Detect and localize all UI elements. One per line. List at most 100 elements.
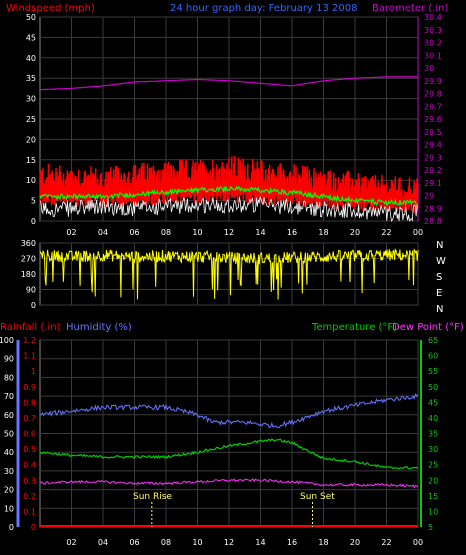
- direction-tick-label: 360: [21, 239, 36, 248]
- baro-tick-label: 29.1: [424, 179, 442, 188]
- temperature-tick-label: 55: [428, 367, 438, 376]
- temperature-tick-label: 25: [428, 461, 438, 470]
- humidity-tick-label: 0: [9, 523, 14, 532]
- wind-gust-series: [39, 156, 419, 213]
- rain-tick-label: 1: [31, 367, 36, 376]
- baro-axis-title: Barometer (.in): [372, 3, 448, 14]
- panel3-time-tick-label: 12: [224, 538, 234, 547]
- time-tick-label: 02: [66, 228, 76, 237]
- time-tick-label: 14: [255, 228, 265, 237]
- panel3-time-tick-label: 16: [287, 538, 297, 547]
- dewpoint-series: [40, 478, 419, 489]
- sunrise-label: Sun Rise: [133, 492, 172, 502]
- panel3-time-tick-label: 04: [98, 538, 108, 547]
- humidity-tick-label: 90: [4, 355, 14, 364]
- wind-tick-label: 0: [31, 217, 36, 226]
- baro-tick-label: 30.4: [424, 13, 442, 22]
- temperature-tick-label: 20: [428, 476, 438, 485]
- rain-tick-label: 0: [31, 523, 36, 532]
- baro-tick-label: 29.9: [424, 77, 442, 86]
- compass-n-top: N: [436, 240, 443, 251]
- time-tick-label: 12: [224, 228, 234, 237]
- wind-tick-label: 10: [26, 176, 36, 185]
- wind-tick-label: 5: [31, 197, 36, 206]
- humidity-axis-title: Humidity (%): [66, 322, 132, 333]
- baro-tick-label: 30.2: [424, 39, 442, 48]
- temperature-tick-label: 45: [428, 398, 438, 407]
- wind-tick-label: 35: [26, 74, 36, 83]
- wind-average-series: [39, 185, 419, 207]
- panel3-time-tick-label: 08: [161, 538, 171, 547]
- graph-title: 24 hour graph day: February 13 2008: [170, 3, 358, 14]
- humidity-tick-label: 100: [0, 336, 14, 345]
- panel3-time-tick-label: 02: [66, 538, 76, 547]
- direction-tick-label: 180: [21, 270, 36, 279]
- time-tick-label: 20: [350, 228, 360, 237]
- temperature-tick-label: 5: [428, 523, 433, 532]
- rain-tick-label: 0.5: [23, 445, 36, 454]
- temperature-axis-title: Temperature (°F): [311, 322, 397, 333]
- panel3-time-tick-label: 00: [413, 538, 423, 547]
- time-tick-label: 18: [318, 228, 328, 237]
- humidity-tick-label: 80: [4, 373, 14, 382]
- rain-tick-label: 1.2: [23, 336, 36, 345]
- baro-tick-label: 30.1: [424, 51, 442, 60]
- temperature-series: [39, 438, 419, 470]
- panel3-time-tick-label: 18: [318, 538, 328, 547]
- sunset-label: Sun Set: [300, 492, 335, 502]
- humidity-tick-label: 60: [4, 411, 14, 420]
- compass-w: W: [436, 256, 446, 267]
- baro-tick-label: 29.5: [424, 128, 442, 137]
- compass-s: S: [436, 272, 442, 283]
- barometer-series: [39, 76, 418, 91]
- temperature-tick-label: 10: [428, 507, 438, 516]
- time-tick-label: 06: [129, 228, 139, 237]
- compass-labels: N W S E N: [436, 240, 446, 315]
- temperature-tick-label: 15: [428, 492, 438, 501]
- wind-direction-series: [39, 248, 419, 300]
- time-tick-label: 22: [381, 228, 391, 237]
- wind-direction-panel: 0 90 180 270 360: [21, 239, 419, 310]
- panel3-time-tick-label: 22: [381, 538, 391, 547]
- time-tick-label: 08: [161, 228, 171, 237]
- baro-tick-label: 29.6: [424, 115, 442, 124]
- baro-tick-label: 30: [424, 64, 434, 73]
- time-tick-label: 10: [192, 228, 202, 237]
- wind-tick-label: 25: [26, 115, 36, 124]
- wind-axis-title: Windspeed (mph): [6, 3, 95, 14]
- baro-tick-label: 29.7: [424, 102, 442, 111]
- wind-tick-label: 15: [26, 156, 36, 165]
- direction-tick-label: 270: [21, 255, 36, 264]
- temperature-tick-label: 35: [428, 430, 438, 439]
- baro-tick-label: 29: [424, 192, 434, 201]
- baro-tick-label: 30.3: [424, 26, 442, 35]
- baro-tick-label: 29.3: [424, 153, 442, 162]
- direction-tick-label: 0: [31, 301, 36, 310]
- panel3-time-tick-label: 06: [129, 538, 139, 547]
- wind-tick-label: 45: [26, 33, 36, 42]
- humidity-series: [39, 392, 419, 429]
- wind-tick-label: 50: [26, 13, 36, 22]
- baro-tick-label: 29.2: [424, 166, 442, 175]
- rain-tick-label: 0.9: [23, 383, 36, 392]
- time-tick-label: 16: [287, 228, 297, 237]
- rain-tick-label: 0.6: [23, 430, 36, 439]
- temperature-tick-label: 60: [428, 352, 438, 361]
- compass-n-bottom: N: [436, 304, 443, 315]
- panel3-time-tick-label: 14: [255, 538, 265, 547]
- temperature-tick-label: 65: [428, 336, 438, 345]
- baro-tick-label: 28.8: [424, 217, 442, 226]
- panel3-time-tick-label: 20: [350, 538, 360, 547]
- humidity-tick-label: 70: [4, 392, 14, 401]
- time-tick-label: 00: [413, 228, 423, 237]
- wind-speed-series: [39, 195, 419, 222]
- wind-tick-label: 30: [26, 95, 36, 104]
- temperature-tick-label: 40: [428, 414, 438, 423]
- rain-tick-label: 1.1: [23, 352, 36, 361]
- rain-tick-label: 0.7: [23, 414, 36, 423]
- humidity-tick-label: 20: [4, 486, 14, 495]
- compass-e: E: [436, 288, 442, 299]
- rain-axis-title: Rainfall (.in): [0, 322, 61, 333]
